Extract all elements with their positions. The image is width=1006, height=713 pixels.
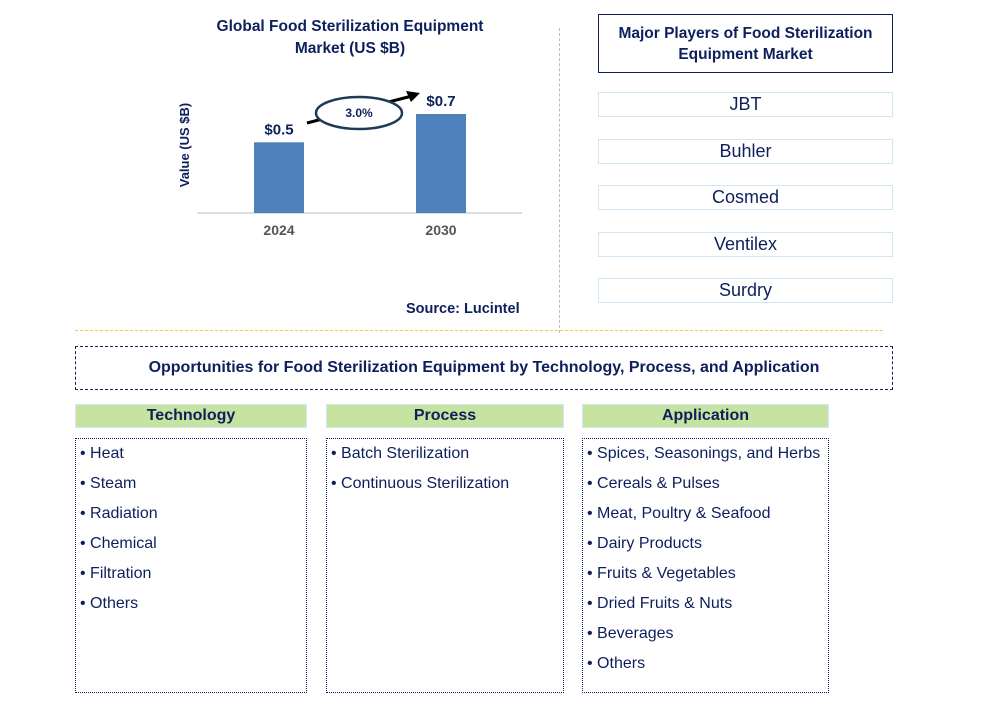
- list-item: • Others: [80, 595, 139, 612]
- list-item: • Batch Sterilization: [331, 445, 470, 462]
- player-item: Ventilex: [598, 231, 893, 257]
- player-item: Surdry: [598, 278, 893, 303]
- list-item: • Beverages: [587, 625, 674, 642]
- column-header-technology: Technology: [75, 404, 307, 428]
- list-item: • Cereals & Pulses: [587, 475, 720, 492]
- list-item: • Dairy Products: [587, 535, 702, 552]
- x-tick-label: 2024: [263, 222, 294, 238]
- bar-chart: Value (US $B) $0.5 2024 $0.7 2030 3.0%: [177, 91, 522, 238]
- source-label: Source: Lucintel: [406, 301, 520, 317]
- opportunities-title: Opportunities for Food Sterilization Equ…: [75, 346, 893, 390]
- list-item: • Others: [587, 655, 646, 672]
- column-list-process: • Batch Sterilization • Continuous Steril…: [326, 438, 564, 693]
- list-item: • Heat: [80, 445, 124, 462]
- list-item: • Fruits & Vegetables: [587, 565, 736, 582]
- vertical-divider: [559, 28, 560, 333]
- column-header-process: Process: [326, 404, 564, 428]
- x-tick-label: 2030: [425, 222, 456, 238]
- bar-2030: [416, 114, 466, 213]
- list-item: • Steam: [80, 475, 137, 492]
- cagr-label: 3.0%: [345, 106, 373, 120]
- data-label: $0.5: [264, 121, 293, 138]
- arrow-head-icon: [406, 91, 420, 102]
- list-item: • Radiation: [80, 505, 158, 522]
- list-item: • Filtration: [80, 565, 152, 582]
- column-list-application: • Spices, Seasonings, and Herbs • Cereals…: [582, 438, 829, 693]
- players-title: Major Players of Food Sterilization Equi…: [598, 14, 893, 73]
- chart-title: Global Food Sterilization Equipment Mark…: [216, 18, 484, 57]
- horizontal-divider: [75, 330, 883, 331]
- player-item: JBT: [598, 92, 893, 117]
- column-header-application: Application: [582, 404, 829, 428]
- list-item: • Dried Fruits & Nuts: [587, 595, 733, 612]
- list-item: • Meat, Poultry & Seafood: [587, 505, 771, 522]
- bar-2024: [254, 142, 304, 213]
- list-item: • Continuous Sterilization: [331, 475, 510, 492]
- y-axis-label: Value (US $B): [177, 103, 192, 188]
- player-item: Cosmed: [598, 185, 893, 210]
- list-item: • Spices, Seasonings, and Herbs: [587, 445, 821, 462]
- player-item: Buhler: [598, 138, 893, 164]
- column-list-technology: • Heat • Steam • Radiation • Chemical • Filt…: [75, 438, 307, 693]
- data-label: $0.7: [426, 93, 455, 110]
- cagr-ellipse: [314, 95, 404, 131]
- list-item: • Chemical: [80, 535, 157, 552]
